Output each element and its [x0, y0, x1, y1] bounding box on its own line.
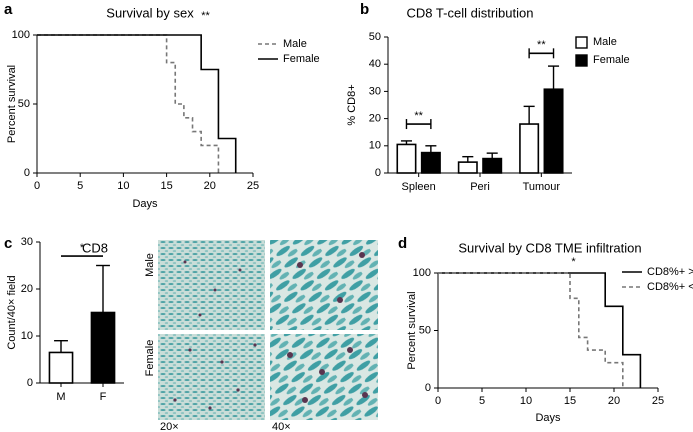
- x-tick-label: 10: [117, 180, 129, 192]
- panel-letter: a: [4, 1, 13, 18]
- survival-line: [37, 34, 237, 173]
- x-tick-label: 20: [204, 180, 216, 192]
- legend-label: Male: [283, 38, 307, 50]
- bar: [519, 123, 540, 174]
- significance: *: [80, 242, 85, 254]
- bar: [48, 351, 74, 384]
- x-tick-label: Spleen: [402, 181, 436, 193]
- y-tick-label: 30: [21, 236, 33, 248]
- x-axis-label: Days: [535, 412, 561, 424]
- y-tick-label: 0: [425, 382, 431, 394]
- legend-label: Female: [283, 53, 320, 65]
- y-axis-label: Count/40× field: [6, 275, 18, 349]
- col-label: 40×: [272, 421, 291, 432]
- x-tick-label: 5: [77, 180, 83, 192]
- bar: [396, 143, 417, 174]
- significance: **: [537, 39, 546, 51]
- x-tick-label: 0: [435, 395, 441, 407]
- y-tick-label: 0: [375, 167, 381, 179]
- chart-title: Survival by CD8 TME infiltration: [458, 240, 641, 255]
- y-tick-label: 0: [27, 377, 33, 389]
- survival-line: [438, 272, 624, 388]
- panel-letter: c: [4, 235, 12, 252]
- y-axis-label: Percent survival: [6, 65, 18, 143]
- x-tick-label: 25: [247, 180, 259, 192]
- chart-title: CD8: [82, 240, 108, 255]
- col-label: 20×: [160, 421, 179, 432]
- y-tick-label: 20: [369, 113, 381, 125]
- x-axis-label: Days: [132, 198, 158, 210]
- y-axis-label: Percent survival: [406, 291, 418, 369]
- survival-line: [37, 34, 220, 173]
- significance: **: [201, 10, 210, 22]
- legend-swatch: [575, 36, 588, 49]
- y-tick-label: 10: [21, 330, 33, 342]
- bar: [543, 88, 564, 174]
- x-tick-label: 15: [160, 180, 172, 192]
- y-tick-label: 50: [18, 98, 30, 110]
- stained-cells: [173, 252, 368, 410]
- row-label: Female: [144, 340, 156, 377]
- y-tick-label: 20: [21, 283, 33, 295]
- x-tick-label: 0: [34, 180, 40, 192]
- x-tick-label: 5: [479, 395, 485, 407]
- legend-swatch: [575, 54, 588, 67]
- y-axis-label: % CD8+: [346, 84, 358, 125]
- x-tick-label: F: [100, 391, 107, 403]
- y-tick-label: 50: [419, 324, 431, 336]
- image-male-20x: [158, 240, 265, 330]
- bar: [457, 161, 478, 174]
- panel-letter: b: [360, 1, 369, 18]
- image-female-40x: [270, 334, 378, 420]
- panel-letter: d: [398, 235, 407, 252]
- legend-label: Female: [593, 54, 630, 66]
- panel: d Survival by CD8 TME infiltration Percent…: [398, 235, 693, 424]
- panel: c CD8 Count/40× field 0 10 20 30 M F *: [4, 235, 124, 403]
- chart-title: CD8 T-cell distribution: [407, 5, 534, 20]
- chart-title: Survival by sex: [106, 5, 194, 20]
- x-tick-label: 25: [652, 395, 664, 407]
- y-tick-label: 0: [24, 167, 30, 179]
- significance: **: [414, 110, 423, 122]
- survival-line: [438, 272, 642, 388]
- legend-label: CD8%+ > mean: [647, 266, 693, 278]
- tissue-images: Male Female 20× 40×: [144, 240, 378, 432]
- y-tick-label: 30: [369, 85, 381, 97]
- image-female-20x: [158, 334, 265, 420]
- x-tick-label: M: [56, 391, 65, 403]
- legend-label: CD8%+ < mean: [647, 281, 693, 293]
- x-tick-label: Peri: [470, 181, 490, 193]
- y-tick-label: 10: [369, 140, 381, 152]
- y-tick-label: 40: [369, 58, 381, 70]
- bar: [420, 151, 441, 174]
- row-label: Male: [144, 253, 156, 277]
- legend-label: Male: [593, 36, 617, 48]
- x-tick-label: 15: [564, 395, 576, 407]
- y-tick-label: 100: [413, 267, 431, 279]
- bar: [90, 311, 116, 384]
- x-tick-label: 10: [520, 395, 532, 407]
- x-tick-label: 20: [608, 395, 620, 407]
- x-tick-label: Tumour: [523, 181, 561, 193]
- panel: b CD8 T-cell distribution % CD8+ 0 10 20 30 40 5…: [346, 1, 630, 193]
- bar: [482, 157, 503, 174]
- y-tick-label: 50: [369, 31, 381, 43]
- panel: a Survival by sex Percent survival 0 50 100 0 5…: [4, 1, 320, 210]
- significance: *: [571, 256, 576, 268]
- y-tick-label: 100: [12, 29, 30, 41]
